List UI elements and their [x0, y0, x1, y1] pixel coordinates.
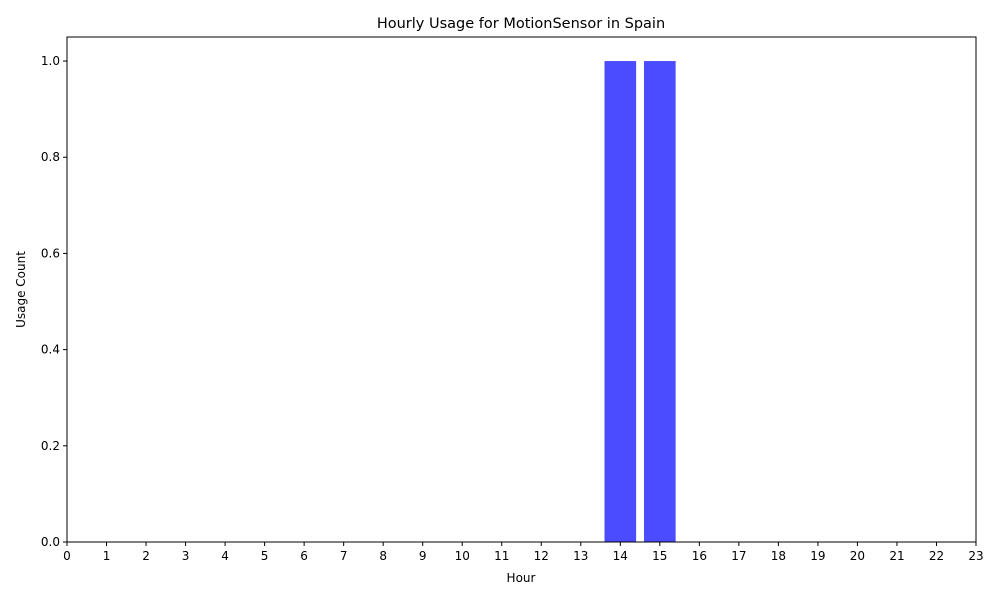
y-tick-label: 0.4	[41, 343, 60, 357]
x-tick-label: 5	[261, 549, 269, 563]
x-tick-label: 0	[63, 549, 71, 563]
x-tick-label: 3	[182, 549, 190, 563]
x-tick-label: 11	[494, 549, 509, 563]
y-tick-label: 0.8	[41, 150, 60, 164]
x-tick-label: 20	[850, 549, 865, 563]
y-axis-ticks: 0.0 0.2 0.4 0.6 0.8 1.0	[41, 54, 67, 549]
plot-frame	[66, 36, 977, 543]
x-axis-label: Hour	[507, 571, 536, 585]
x-tick-label: 7	[340, 549, 348, 563]
x-tick-label: 22	[929, 549, 944, 563]
x-tick-label: 17	[731, 549, 746, 563]
x-tick-label: 15	[652, 549, 667, 563]
y-axis-label: Usage Count	[14, 251, 28, 328]
chart-title: Hourly Usage for MotionSensor in Spain	[377, 16, 665, 32]
bar-hour-15	[644, 61, 676, 543]
x-tick-label: 4	[221, 549, 229, 563]
x-tick-label: 6	[300, 549, 308, 563]
x-tick-label: 8	[379, 549, 387, 563]
x-tick-label: 23	[968, 549, 983, 563]
x-tick-label: 2	[142, 549, 150, 563]
bar-hour-14	[604, 61, 637, 543]
x-tick-label: 9	[419, 549, 427, 563]
y-tick-label: 0.2	[41, 439, 60, 453]
x-tick-label: 21	[889, 549, 904, 563]
bars-group	[604, 61, 676, 543]
x-tick-label: 1	[103, 549, 111, 563]
y-tick-label: 0.6	[41, 246, 60, 260]
x-tick-label: 14	[613, 549, 628, 563]
y-tick-label: 0.0	[41, 535, 60, 549]
x-tick-label: 12	[534, 549, 549, 563]
y-tick-label: 1.0	[41, 54, 60, 68]
x-tick-label: 13	[573, 549, 588, 563]
x-axis-ticks: 0 1 2 3 4 5 6 7 8 9 10 11 12 13 14 15 16 17 18 19 20 21 22 23	[63, 542, 984, 563]
x-tick-label: 10	[455, 549, 470, 563]
x-tick-label: 18	[771, 549, 786, 563]
x-tick-label: 16	[692, 549, 707, 563]
x-tick-label: 19	[810, 549, 825, 563]
